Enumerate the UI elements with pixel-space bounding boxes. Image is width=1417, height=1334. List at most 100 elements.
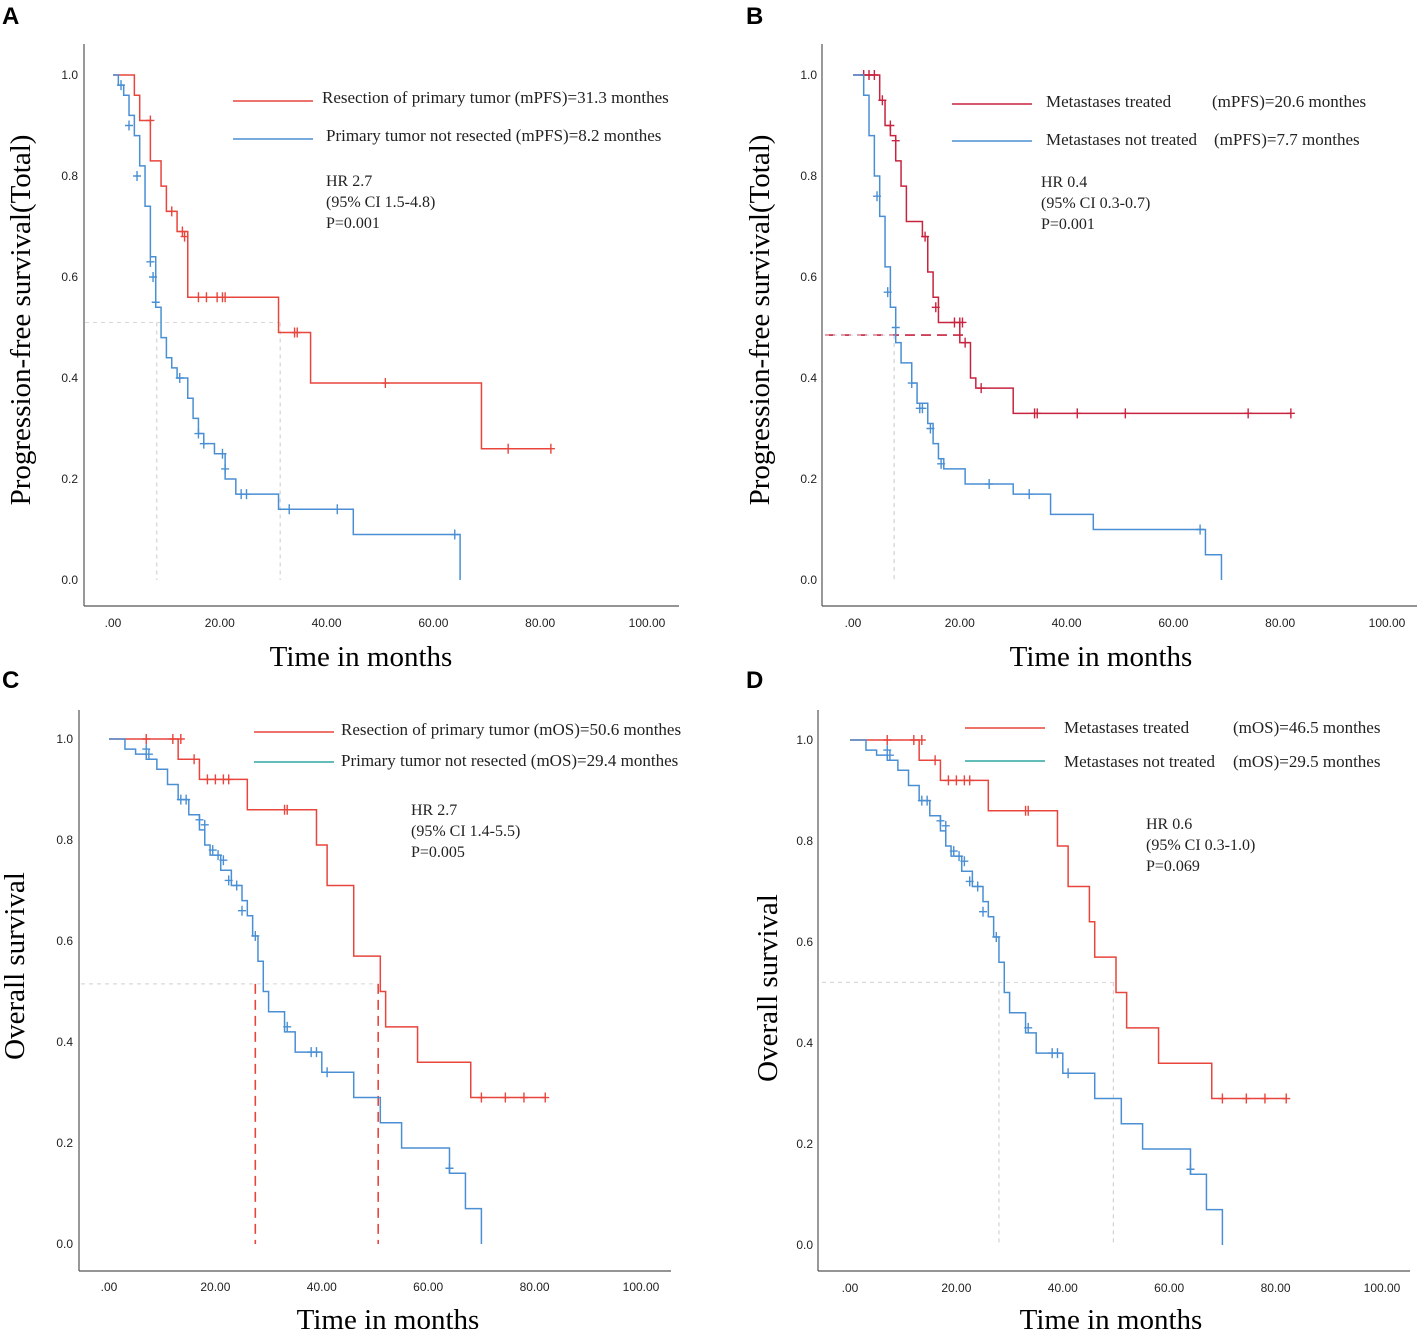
x-tick-label: 100.00 [1369, 616, 1406, 630]
censor-mark [224, 774, 233, 785]
x-tick-label: 80.00 [525, 616, 555, 630]
censor-mark [931, 302, 940, 313]
y-tick-label: 0.8 [56, 833, 73, 847]
y-tick-label: 0.0 [56, 1237, 73, 1251]
legend-label: Metastases treated [1064, 718, 1190, 737]
x-tick-label: 60.00 [413, 1280, 443, 1294]
censor-mark [883, 735, 892, 745]
x-tick-label: 60.00 [1154, 1281, 1184, 1295]
censor-mark [965, 775, 974, 786]
censor-mark [221, 292, 230, 303]
stats-line: (95% CI 1.4-5.5) [411, 823, 520, 840]
y-tick-label: 0.6 [56, 934, 73, 948]
censor-mark [504, 443, 513, 454]
y-tick-label: 1.0 [56, 732, 73, 746]
censor-mark [909, 735, 918, 745]
censor-mark [1282, 1093, 1291, 1104]
y-tick-label: 0.4 [800, 371, 817, 385]
x-tick-label: 80.00 [1261, 1281, 1291, 1295]
censor-mark [144, 749, 153, 760]
censor-mark [333, 504, 342, 515]
x-tick-label: 80.00 [1265, 616, 1295, 630]
x-tick-label: .00 [105, 616, 122, 630]
panel-label: B [746, 3, 763, 30]
censor-mark [142, 734, 151, 744]
censor-mark [190, 754, 199, 765]
stats-line: HR 2.7 [326, 173, 372, 190]
x-axis-title: Time in months [1010, 641, 1193, 673]
censor-mark [194, 428, 203, 439]
censor-mark [917, 735, 926, 745]
censor-mark [149, 272, 158, 282]
censor-mark [251, 930, 260, 941]
censor-mark [214, 850, 223, 861]
y-tick-label: 0.0 [61, 573, 78, 587]
censor-mark [936, 815, 945, 826]
censor-mark [944, 775, 953, 786]
censor-mark [937, 458, 946, 469]
censor-mark [125, 120, 134, 131]
y-tick-label: 0.8 [800, 169, 817, 183]
x-axis-title: Time in months [1020, 1304, 1203, 1329]
y-tick-label: 0.0 [800, 573, 817, 587]
censor-mark [918, 403, 927, 414]
censor-mark [142, 744, 151, 755]
y-tick-label: 0.2 [796, 1137, 813, 1151]
stats-line: HR 2.7 [411, 802, 457, 819]
x-tick-label: .00 [845, 616, 862, 630]
stats-line: (95% CI 0.3-0.7) [1041, 195, 1150, 212]
x-tick-label: .00 [101, 1280, 118, 1294]
x-tick-label: 20.00 [941, 1281, 971, 1295]
x-tick-label: 20.00 [205, 616, 235, 630]
censor-mark [194, 292, 203, 303]
censor-mark [992, 931, 1001, 942]
stats-line: P=0.005 [411, 844, 465, 861]
censor-mark [519, 1092, 528, 1103]
x-tick-label: 60.00 [418, 616, 448, 630]
censor-mark [180, 231, 189, 242]
y-tick-label: 0.4 [56, 1035, 73, 1049]
x-tick-label: 40.00 [307, 1280, 337, 1294]
x-tick-label: 60.00 [1158, 616, 1188, 630]
censor-mark [873, 191, 882, 202]
censor-mark [283, 1021, 292, 1032]
censor-mark [238, 905, 246, 916]
censor-mark [219, 855, 228, 866]
stats-line: P=0.001 [326, 215, 380, 232]
y-axis-title: Overall survival [752, 894, 784, 1082]
censor-mark [958, 317, 967, 328]
censor-mark [178, 226, 187, 237]
censor-mark [1024, 805, 1033, 816]
x-tick-label: 100.00 [1364, 1281, 1401, 1295]
censor-mark [445, 1163, 454, 1174]
y-axis-title: Overall survival [0, 872, 31, 1060]
censor-mark [878, 95, 887, 106]
censor-mark [199, 438, 208, 449]
panel-b: B 0.0 0.2 0.4 0.6 0.8 1.0 .00 20.00 40.00 60.00 80.… [744, 3, 1417, 673]
censor-mark [182, 794, 191, 805]
y-tick-label: 0.8 [796, 834, 813, 848]
censor-mark [1196, 524, 1205, 535]
x-tick-label: 80.00 [520, 1280, 550, 1294]
survival-curve-1 [853, 74, 1291, 415]
censor-mark [477, 1092, 486, 1103]
censor-mark [1218, 1093, 1227, 1104]
legend-median-label: (mPFS)=20.6 monthes [1212, 92, 1366, 111]
censor-mark [891, 322, 900, 333]
stats-line: (95% CI 1.5-4.8) [326, 194, 435, 211]
censor-mark [949, 846, 958, 857]
censor-mark [224, 875, 233, 886]
legend-label: Metastases treated [1046, 92, 1172, 111]
x-tick-label: 40.00 [312, 616, 342, 630]
censor-mark [870, 70, 879, 80]
stats-line: HR 0.6 [1146, 816, 1192, 833]
survival-curve-2 [853, 74, 1223, 580]
y-tick-label: 0.6 [796, 935, 813, 949]
y-tick-label: 0.6 [61, 270, 78, 284]
y-tick-label: 1.0 [61, 68, 78, 82]
x-axis-title: Time in months [270, 641, 453, 673]
censor-mark [1053, 1048, 1062, 1059]
y-axis-title: Progression-free survival(Total) [744, 135, 776, 506]
x-tick-label: 100.00 [623, 1280, 660, 1294]
survival-curve-2 [113, 74, 461, 580]
